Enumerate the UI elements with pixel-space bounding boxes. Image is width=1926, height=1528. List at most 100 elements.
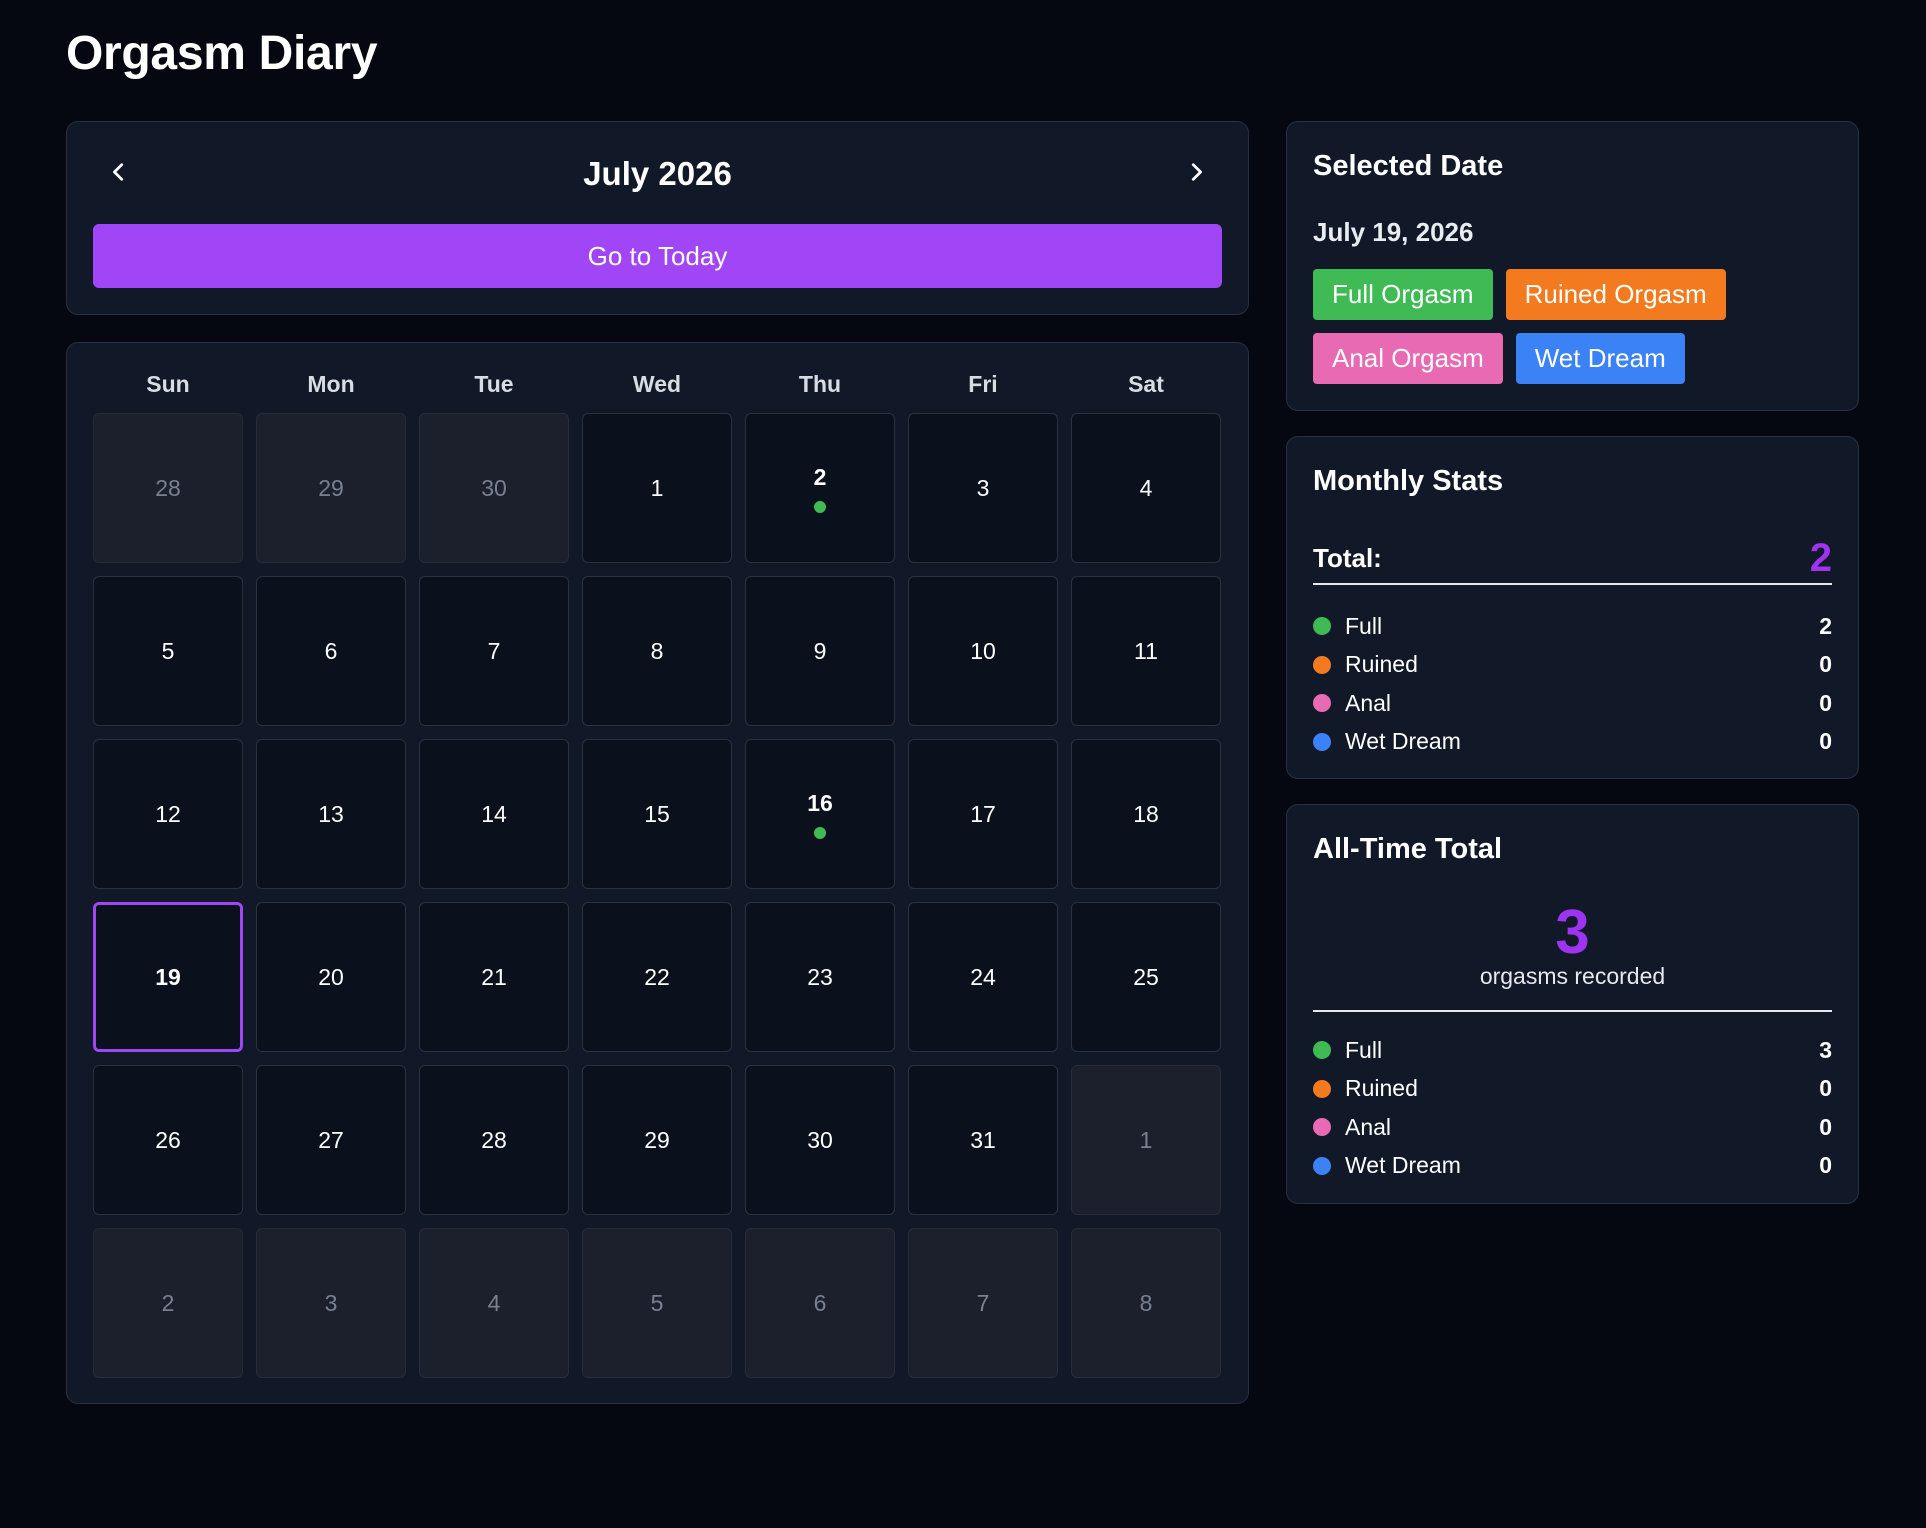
- weekday-label: Sat: [1128, 371, 1164, 397]
- month-navigation-card: July 2026 Go to Today: [66, 121, 1249, 315]
- calendar-day[interactable]: 31: [908, 1065, 1058, 1215]
- calendar-day-other-month[interactable]: 5: [582, 1228, 732, 1378]
- entry-type-button[interactable]: Anal Orgasm: [1313, 333, 1503, 384]
- calendar-day-other-month[interactable]: 28: [93, 413, 243, 563]
- entry-type-button[interactable]: Ruined Orgasm: [1505, 269, 1726, 320]
- calendar-day[interactable]: 6: [256, 576, 406, 726]
- calendar-day[interactable]: 25: [1071, 902, 1221, 1052]
- calendar-day[interactable]: 7: [419, 576, 569, 726]
- day-number: 30: [481, 474, 507, 501]
- month-title: July 2026: [583, 155, 732, 192]
- day-number: 19: [155, 963, 181, 990]
- day-number: 3: [324, 1289, 338, 1316]
- day-number: 15: [644, 800, 670, 827]
- divider: [1313, 1010, 1832, 1012]
- day-number: 26: [155, 1126, 181, 1153]
- calendar-day[interactable]: 26: [93, 1065, 243, 1215]
- calendar-day-other-month[interactable]: 30: [419, 413, 569, 563]
- stat-row-label-group: Wet Dream: [1313, 1152, 1461, 1179]
- calendar-day-other-month[interactable]: 1: [1071, 1065, 1221, 1215]
- calendar-day-other-month[interactable]: 8: [1071, 1228, 1221, 1378]
- calendar-day-selected[interactable]: 19: [93, 902, 243, 1052]
- stat-label: Full: [1345, 612, 1383, 639]
- monthly-stats-card: Monthly Stats Total: 2 Full 2 Ruined 0 Anal 0…: [1286, 436, 1859, 779]
- calendar-day[interactable]: 10: [908, 576, 1058, 726]
- day-number: 8: [650, 637, 664, 664]
- calendar-day[interactable]: 2: [745, 413, 895, 563]
- weekday-header-row: Sun Mon Tue Wed Thu Fri Sat: [93, 367, 1222, 401]
- chevron-left-icon: [108, 161, 130, 188]
- stat-label: Anal: [1345, 689, 1392, 716]
- calendar-day[interactable]: 4: [1071, 413, 1221, 563]
- legend-dot-icon: [1313, 617, 1331, 636]
- day-number: 3: [976, 474, 990, 501]
- day-number: 29: [644, 1126, 670, 1153]
- calendar-day[interactable]: 22: [582, 902, 732, 1052]
- day-number: 4: [487, 1289, 501, 1316]
- calendar-day[interactable]: 14: [419, 739, 569, 889]
- day-number: 29: [318, 474, 344, 501]
- stat-label: Full: [1345, 1036, 1383, 1063]
- entry-indicator-dot: [814, 826, 826, 839]
- calendar-day-other-month[interactable]: 3: [256, 1228, 406, 1378]
- stat-row-label-group: Ruined: [1313, 1075, 1418, 1102]
- next-month-button[interactable]: [1174, 152, 1218, 196]
- calendar-day[interactable]: 9: [745, 576, 895, 726]
- stat-value: 0: [1819, 1113, 1832, 1140]
- stat-row: Full 3: [1313, 1031, 1832, 1070]
- previous-month-button[interactable]: [97, 152, 141, 196]
- go-to-today-button[interactable]: Go to Today: [93, 224, 1222, 288]
- day-number: 20: [318, 963, 344, 990]
- day-number: 13: [318, 800, 344, 827]
- stat-value: 0: [1819, 651, 1832, 678]
- calendar-day[interactable]: 1: [582, 413, 732, 563]
- legend-dot-icon: [1313, 1079, 1331, 1098]
- stat-value: 0: [1819, 1152, 1832, 1179]
- calendar-day[interactable]: 18: [1071, 739, 1221, 889]
- calendar-day[interactable]: 15: [582, 739, 732, 889]
- selected-date-heading: Selected Date: [1313, 150, 1504, 182]
- calendar-day-other-month[interactable]: 2: [93, 1228, 243, 1378]
- stat-label: Wet Dream: [1345, 728, 1461, 755]
- day-number: 2: [813, 463, 827, 490]
- calendar-day[interactable]: 5: [93, 576, 243, 726]
- calendar-day-other-month[interactable]: 6: [745, 1228, 895, 1378]
- day-number: 1: [650, 474, 664, 501]
- calendar-day-other-month[interactable]: 7: [908, 1228, 1058, 1378]
- stat-row-label-group: Anal: [1313, 690, 1391, 717]
- stat-row: Anal 0: [1313, 1108, 1832, 1147]
- stat-value: 0: [1819, 1075, 1832, 1102]
- calendar-day-other-month[interactable]: 4: [419, 1228, 569, 1378]
- entry-type-button[interactable]: Wet Dream: [1515, 333, 1685, 384]
- calendar-day[interactable]: 8: [582, 576, 732, 726]
- stat-label: Wet Dream: [1345, 1152, 1461, 1179]
- calendar-day[interactable]: 20: [256, 902, 406, 1052]
- stat-row-label-group: Ruined: [1313, 651, 1418, 678]
- calendar-day[interactable]: 28: [419, 1065, 569, 1215]
- day-number: 25: [1133, 963, 1159, 990]
- weekday-label: Fri: [968, 371, 998, 397]
- day-number: 17: [970, 800, 996, 827]
- calendar-day[interactable]: 21: [419, 902, 569, 1052]
- stat-row: Full 2: [1313, 607, 1832, 646]
- legend-dot-icon: [1313, 1156, 1331, 1175]
- weekday-label: Sun: [146, 371, 190, 397]
- calendar-day[interactable]: 16: [745, 739, 895, 889]
- calendar-day[interactable]: 29: [582, 1065, 732, 1215]
- entry-type-button[interactable]: Full Orgasm: [1313, 269, 1493, 320]
- calendar-day[interactable]: 24: [908, 902, 1058, 1052]
- calendar-day[interactable]: 30: [745, 1065, 895, 1215]
- calendar-day[interactable]: 3: [908, 413, 1058, 563]
- calendar-day[interactable]: 11: [1071, 576, 1221, 726]
- calendar-day[interactable]: 17: [908, 739, 1058, 889]
- day-number: 8: [1139, 1289, 1153, 1316]
- day-number: 28: [155, 474, 181, 501]
- calendar-day[interactable]: 13: [256, 739, 406, 889]
- calendar-day[interactable]: 23: [745, 902, 895, 1052]
- stat-row-label-group: Full: [1313, 1037, 1382, 1064]
- day-number: 18: [1133, 800, 1159, 827]
- calendar-day[interactable]: 27: [256, 1065, 406, 1215]
- stat-row: Ruined 0: [1313, 1070, 1832, 1109]
- calendar-day-other-month[interactable]: 29: [256, 413, 406, 563]
- calendar-day[interactable]: 12: [93, 739, 243, 889]
